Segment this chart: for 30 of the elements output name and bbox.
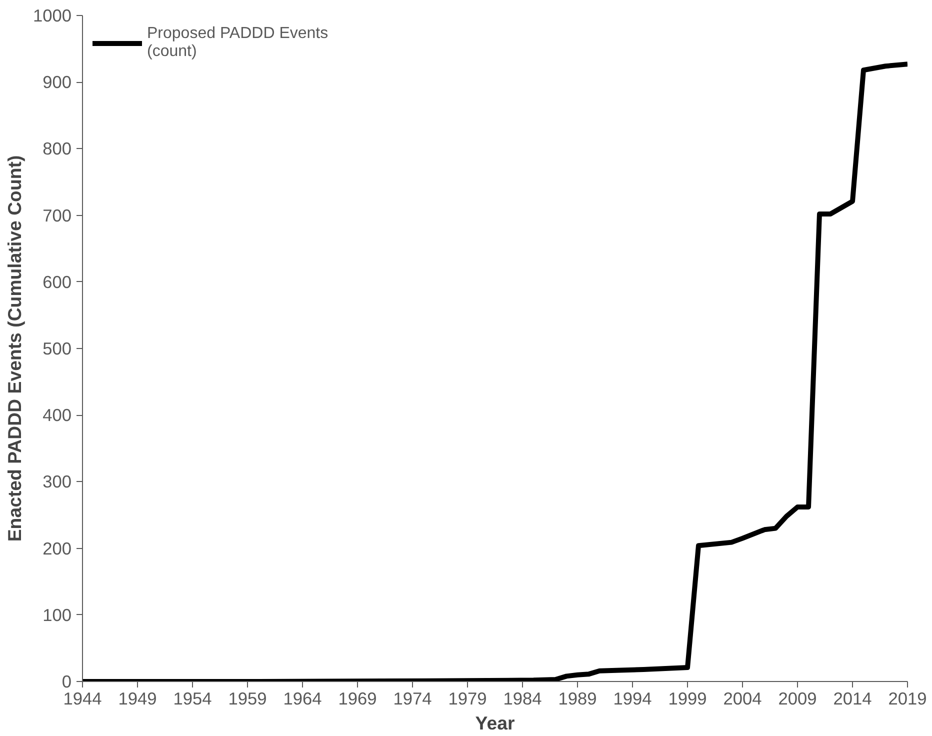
y-tick-label: 200 bbox=[42, 538, 72, 558]
x-tick-label: 2014 bbox=[833, 688, 872, 708]
x-tick-label: 2019 bbox=[888, 688, 927, 708]
y-tick-label: 500 bbox=[42, 338, 72, 358]
y-axis-title: Enacted PADDD Events (Cumulative Count) bbox=[4, 155, 25, 542]
y-tick-label: 400 bbox=[42, 405, 72, 426]
x-axis-title: Year bbox=[475, 712, 515, 734]
y-tick-label: 600 bbox=[42, 272, 72, 292]
x-tick-label: 1954 bbox=[173, 688, 212, 708]
x-tick-label: 1979 bbox=[448, 688, 487, 708]
y-tick-label: 800 bbox=[42, 138, 72, 159]
y-tick-label: 1000 bbox=[32, 6, 72, 26]
y-tick-label: 100 bbox=[42, 604, 72, 625]
x-tick-label: 2009 bbox=[778, 688, 817, 708]
y-tick-label: 0 bbox=[62, 672, 72, 692]
x-tick-label: 1984 bbox=[503, 688, 542, 708]
x-tick-label: 1994 bbox=[613, 688, 652, 708]
x-tick-label: 1989 bbox=[558, 688, 597, 708]
y-tick-label: 300 bbox=[42, 472, 72, 492]
x-tick-label: 1999 bbox=[668, 688, 707, 708]
y-tick-label: 900 bbox=[42, 72, 72, 92]
x-tick-label: 1959 bbox=[228, 688, 267, 708]
x-tick-label: 1949 bbox=[118, 688, 157, 708]
x-tick-label: 2004 bbox=[723, 688, 762, 708]
legend-label: Proposed PADDD Events (count) bbox=[147, 25, 328, 61]
x-tick-label: 1964 bbox=[283, 688, 322, 708]
y-tick-label: 700 bbox=[42, 205, 72, 226]
x-tick-label: 1944 bbox=[63, 688, 102, 708]
x-tick-label: 1974 bbox=[393, 688, 432, 708]
x-tick-label: 1969 bbox=[338, 688, 377, 708]
